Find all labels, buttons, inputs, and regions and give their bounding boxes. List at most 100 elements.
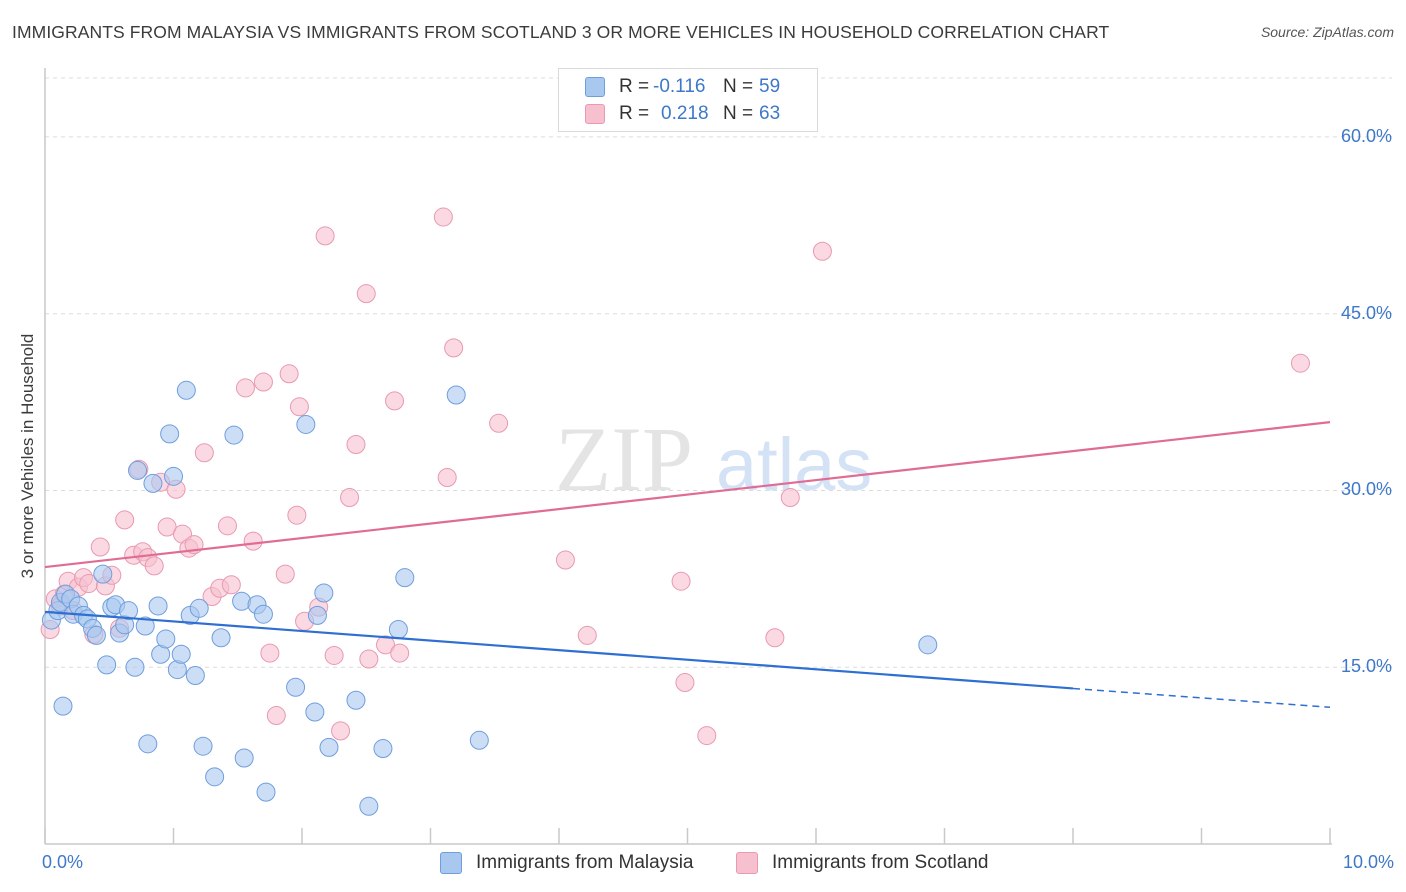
data-point [446, 385, 466, 405]
legend-r-value-malaysia: -0.116 [653, 76, 706, 97]
data-point [697, 726, 717, 746]
data-point [232, 591, 252, 611]
data-point [119, 601, 139, 621]
data-point [93, 564, 113, 584]
data-point [918, 635, 938, 655]
series-malaysia-points [41, 380, 938, 816]
data-point [193, 736, 213, 756]
bottom-legend-swatch-scotland [736, 852, 758, 874]
data-point [148, 596, 168, 616]
data-point [359, 796, 379, 816]
data-point [765, 628, 785, 648]
bottom-legend-label-scotland: Immigrants from Scotland [772, 852, 989, 873]
y-tick-label: 15.0% [1340, 656, 1392, 677]
data-point [221, 575, 241, 595]
x-tick-label-min: 0.0% [42, 852, 84, 872]
data-point [577, 625, 597, 645]
data-point [296, 414, 316, 434]
x-tick-label-max: 10.0% [1342, 852, 1394, 872]
data-point [555, 550, 575, 570]
data-point [305, 702, 325, 722]
data-point [156, 629, 176, 649]
data-point [256, 782, 276, 802]
legend-swatch-malaysia [585, 77, 605, 97]
data-point [211, 628, 231, 648]
data-point [331, 721, 351, 741]
data-point [253, 372, 273, 392]
data-point [346, 435, 366, 455]
bottom-legend-label-malaysia: Immigrants from Malaysia [476, 852, 694, 873]
y-tick-label: 60.0% [1340, 125, 1392, 146]
data-point [185, 665, 205, 685]
data-point [235, 378, 255, 398]
bottom-legend-scotland: Immigrants from Scotland [736, 852, 988, 874]
data-point [289, 397, 309, 417]
trend-line-malaysia [44, 610, 1074, 690]
watermark-zip: ZIP [555, 408, 693, 510]
legend-r-value-scotland: 0.218 [661, 103, 709, 124]
data-point [395, 568, 415, 588]
data-point [346, 690, 366, 710]
y-tick-label: 30.0% [1340, 479, 1392, 500]
trend-line-scotland [44, 421, 1331, 569]
data-point [234, 748, 254, 768]
data-point [144, 556, 164, 576]
data-point [376, 635, 396, 655]
data-point [314, 583, 334, 603]
data-point [115, 510, 135, 530]
data-point [286, 677, 306, 697]
legend-box: R = -0.116 N = 59 R = 0.218 N = 63 [558, 68, 818, 132]
data-point [171, 644, 191, 664]
data-point [266, 706, 286, 726]
data-point [253, 604, 273, 624]
data-point [780, 488, 800, 508]
legend-n-label: N = [723, 76, 754, 97]
data-point [97, 655, 117, 675]
bottom-legend-malaysia: Immigrants from Malaysia [440, 852, 694, 874]
data-point [275, 564, 295, 584]
data-point [160, 424, 180, 444]
data-point [373, 739, 393, 759]
data-point [135, 616, 155, 636]
data-point [433, 207, 453, 227]
data-point [437, 467, 457, 487]
data-point [279, 364, 299, 384]
data-point [143, 473, 163, 493]
data-point [671, 571, 691, 591]
data-point [243, 531, 263, 551]
legend-row-malaysia: R = -0.116 N = 59 [585, 75, 780, 99]
data-point [90, 537, 110, 557]
data-point [388, 620, 408, 640]
data-point [128, 460, 148, 480]
data-point [390, 643, 410, 663]
y-tick-label: 45.0% [1340, 302, 1392, 323]
data-point [324, 645, 344, 665]
data-point [224, 425, 244, 445]
source-label: Source: ZipAtlas.com [1260, 24, 1394, 40]
data-point [359, 649, 379, 669]
legend-swatch-scotland [585, 104, 605, 124]
data-point [164, 466, 183, 486]
data-point [444, 338, 464, 358]
chart-title: IMMIGRANTS FROM MALAYSIA VS IMMIGRANTS F… [12, 22, 1110, 42]
trend-line-extrapolated-malaysia [1072, 687, 1331, 709]
legend-r-label: R = [619, 76, 650, 97]
data-point [86, 625, 106, 645]
data-point [138, 734, 158, 754]
data-point [340, 488, 360, 508]
data-point [675, 673, 695, 693]
data-point [205, 767, 225, 787]
data-point [319, 737, 339, 757]
data-point [385, 391, 405, 411]
data-point [260, 643, 280, 663]
data-point [1290, 353, 1310, 373]
trend-lines [44, 421, 1331, 709]
data-point [125, 657, 145, 677]
data-point [356, 284, 376, 304]
data-point [217, 516, 237, 536]
data-point [489, 413, 509, 433]
data-point [189, 598, 209, 618]
data-point [287, 505, 307, 525]
legend-n-value-malaysia: 59 [759, 76, 781, 97]
